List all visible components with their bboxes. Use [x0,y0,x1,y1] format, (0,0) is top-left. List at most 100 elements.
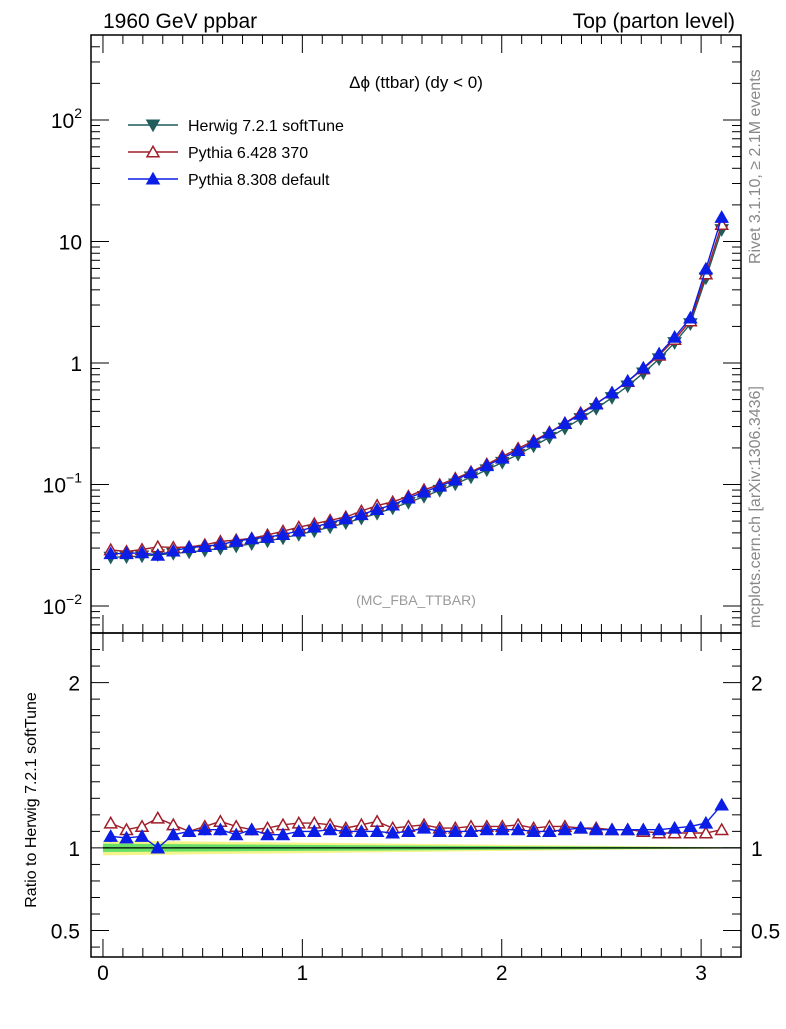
ratio-point-pythia-8-308-default [119,830,134,844]
ratio-point-pythia-8-308-default [636,822,651,836]
data-point-pythia-8-308-default [197,539,213,553]
ratio-point-pythia-8-308-default [291,824,307,837]
data-point-pythia-8-308-default [244,531,259,545]
data-point-pythia-8-308-default [542,425,557,439]
series-line-herwig-7-2-1-softtune [110,229,723,558]
x-tick-label: 0 [97,962,109,985]
analysis-watermark: (MC_FBA_TTBAR) [356,592,476,608]
ratio-point-pythia-8-308-default [197,822,213,836]
ratio-point-pythia-8-308-default [667,820,682,834]
data-point-pythia-8-308-default [354,507,369,521]
ratio-point-pythia-8-308-default [354,824,369,837]
ratio-y-tick-label: 1 [68,838,80,861]
data-point-pythia-8-308-default [103,546,118,560]
ratio-point-pythia-8-308-default [588,822,604,836]
ratio-point-pythia-8-308-default [604,822,620,836]
ratio-point-pythia-8-308-default [228,827,244,841]
legend-marker [145,171,161,185]
ratio-point-pythia-8-308-default [401,824,416,837]
ratio-point-pythia-8-308-default [369,824,385,837]
ratio-point-pythia-8-308-default [463,824,479,837]
ratio-point-pythia-8-308-default [683,819,698,832]
ratio-point-pythia-8-308-default [103,829,118,842]
data-point-pythia-8-308-default [134,545,150,559]
y-tick-label: 10−2 [43,591,83,619]
data-point-pythia-8-308-default [604,385,620,399]
data-point-pythia-8-308-default [557,416,573,430]
legend-label: Pythia 8.308 default [188,172,330,189]
header-energy-label: 1960 GeV ppbar [103,10,257,33]
ratio-point-pythia-6-428-370 [103,815,118,829]
ratio-y-tick-label: 0.5 [51,921,80,944]
ratio-line-pythia-8-308-default [110,804,723,849]
data-point-pythia-8-308-default [369,502,385,515]
data-point-pythia-8-308-default [401,490,416,504]
ratio-point-pythia-6-428-370 [698,825,714,839]
ratio-reference-band [102,840,741,856]
ratio-point-pythia-8-308-default [385,825,400,839]
data-point-pythia-8-308-default [307,519,322,533]
data-point-pythia-8-308-default [275,527,291,541]
ratio-point-pythia-8-308-default [698,815,714,829]
data-point-pythia-8-308-default [260,530,275,543]
ratio-point-pythia-8-308-default [448,824,463,837]
x-tick-labels: 0 1 2 3 [97,962,707,985]
legend-entry-herwig-7-2-1-softtune: Herwig 7.2.1 softTune [128,118,344,135]
ratio-point-pythia-6-428-370 [714,822,729,836]
rivet-version-label: Rivet 3.1.10, ≥ 2.1M events [747,69,764,264]
series-line-pythia-8-308-default [110,217,723,556]
ratio-y-axis-label: Ratio to Herwig 7.2.1 softTune [23,692,40,908]
data-point-pythia-8-308-default [620,373,635,387]
ratio-point-pythia-8-308-default [526,824,541,837]
legend-label: Pythia 6.428 370 [188,145,308,162]
data-point-pythia-8-308-default [714,210,729,223]
ratio-y-tick-label: 2 [68,673,80,696]
data-point-pythia-8-308-default [322,515,338,529]
data-point-pythia-8-308-default [181,540,197,553]
data-point-pythia-8-308-default [228,534,244,547]
ratio-point-pythia-8-308-default [338,824,354,837]
ratio-point-pythia-8-308-default [479,822,495,836]
ratio-point-pythia-8-308-default [134,829,150,842]
legend-entry-pythia-6-428-370: Pythia 6.428 370 [128,144,308,162]
ratio-point-pythia-8-308-default [432,824,447,837]
ratio-y-tick-label-right: 1 [751,838,763,861]
ratio-point-pythia-8-308-default [181,824,197,837]
x-tick-label: 3 [695,962,707,985]
main-y-tick-labels: 10−2 10−1 1 10 102 [43,105,83,619]
ratio-point-pythia-8-308-default [495,822,510,836]
legend: Herwig 7.2.1 softTune Pythia 6.428 370 Pyt… [128,118,344,189]
data-point-pythia-8-308-default [510,443,526,456]
y-tick-label: 10−1 [43,470,83,498]
ratio-point-pythia-8-308-default [150,840,166,854]
ratio-plot-frame [90,632,742,958]
ratio-point-pythia-8-308-default [557,822,573,836]
legend-entry-pythia-8-308-default: Pythia 8.308 default [128,171,330,189]
ratio-point-pythia-8-308-default [307,824,322,837]
ratio-point-pythia-8-308-default [620,822,635,836]
data-point-pythia-8-308-default [479,458,495,472]
y-tick-label: 1 [70,353,82,376]
data-point-pythia-8-308-default [526,434,541,448]
main-series-layer [103,210,729,565]
data-point-pythia-8-308-default [651,346,667,360]
ratio-point-pythia-8-308-default [573,820,588,834]
data-point-pythia-8-308-default [213,537,228,550]
ratio-y-tick-labels: 0.5 0.5 1 1 2 2 [51,673,780,944]
x-tick-label: 2 [496,962,508,985]
main-panel: 10−2 10−1 1 10 102 Δϕ (ttbar) (dy < 0) (MC_F… [43,34,742,634]
ratio-point-pythia-8-308-default [260,827,275,841]
y-tick-label: 102 [51,105,82,133]
ratio-point-pythia-8-308-default [213,822,228,836]
main-axis-ticks [91,34,741,634]
legend-marker [145,119,161,133]
ratio-panel: 0.5 0.5 1 1 2 2 0 1 2 3 Ratio to Herwig 7.2.1 so… [23,632,780,985]
data-point-pythia-8-308-default [385,497,400,511]
mcplots-reference-label: mcplots.cern.ch [arXiv:1306.3436] [747,386,764,628]
x-tick-label: 1 [297,962,309,985]
header-observable-label: Top (parton level) [573,10,735,33]
data-point-pythia-8-308-default [338,511,354,525]
data-point-pythia-8-308-default [448,472,463,486]
data-point-pythia-8-308-default [698,261,714,275]
